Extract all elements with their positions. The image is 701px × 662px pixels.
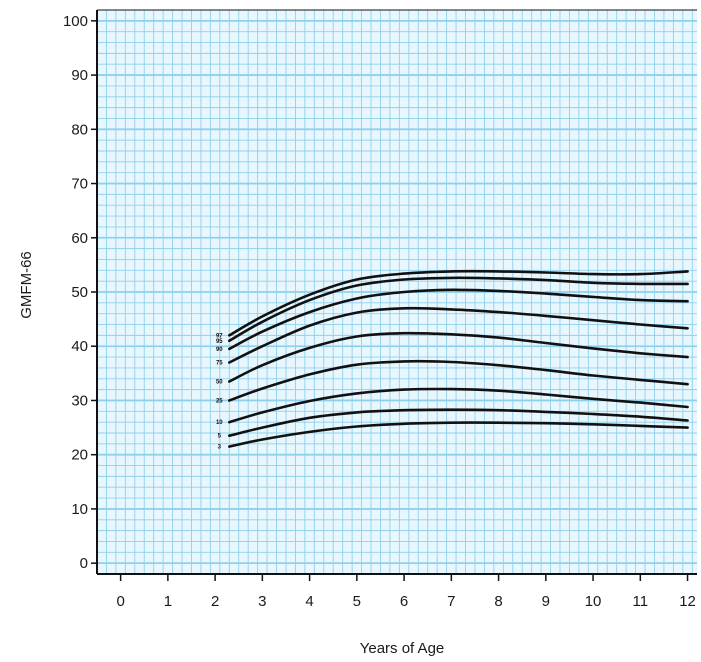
y-tick-label: 30 (71, 392, 88, 409)
percentile-curve-10 (228, 387, 689, 424)
y-tick-label: 90 (71, 67, 88, 84)
percentile-label-5: 5 (218, 434, 222, 440)
percentile-label-95: 95 (216, 339, 223, 345)
percentile-curve-97 (228, 269, 689, 337)
x-tick-label: 4 (305, 593, 313, 610)
y-tick-label: 100 (63, 13, 88, 30)
x-tick-label: 2 (211, 593, 219, 610)
x-tick-label: 7 (447, 593, 455, 610)
percentile-label-3: 3 (218, 445, 222, 451)
x-tick-label: 8 (494, 593, 502, 610)
percentile-curve-50 (228, 331, 689, 383)
y-tick-label: 60 (71, 230, 88, 247)
percentile-curve-25 (228, 359, 689, 402)
y-tick-label: 70 (71, 176, 88, 193)
percentile-curve-3 (228, 421, 689, 448)
percentile-curve-90 (228, 288, 689, 351)
x-tick-label: 3 (258, 593, 266, 610)
x-tick-label: 9 (542, 593, 550, 610)
y-tick-label: 20 (71, 447, 88, 464)
percentile-curves (228, 269, 689, 448)
percentile-label-97: 97 (216, 333, 223, 339)
y-tick-label: 40 (71, 338, 88, 355)
x-tick-label: 12 (679, 593, 696, 610)
y-tick-label: 80 (71, 121, 88, 138)
percentile-curve-95 (228, 276, 689, 343)
percentile-curve-75 (228, 306, 689, 364)
x-axis-title: Years of Age (360, 640, 445, 657)
y-tick-label: 10 (71, 501, 88, 518)
x-tick-label: 6 (400, 593, 408, 610)
x-tick-label: 1 (164, 593, 172, 610)
y-axis-title: GMFM-66 (18, 251, 35, 319)
x-tick-label: 0 (116, 593, 124, 610)
percentile-label-90: 90 (216, 347, 223, 353)
x-tick-label: 5 (353, 593, 361, 610)
x-tick-label: 11 (633, 593, 649, 610)
percentile-label-10: 10 (216, 420, 223, 426)
x-tick-label: 10 (585, 593, 602, 610)
y-tick-label: 50 (71, 284, 88, 301)
percentile-curve-5 (228, 408, 689, 437)
percentile-label-25: 25 (216, 398, 223, 404)
percentile-label-75: 75 (216, 361, 223, 367)
percentile-label-50: 50 (216, 379, 223, 385)
y-tick-label: 0 (80, 555, 88, 572)
